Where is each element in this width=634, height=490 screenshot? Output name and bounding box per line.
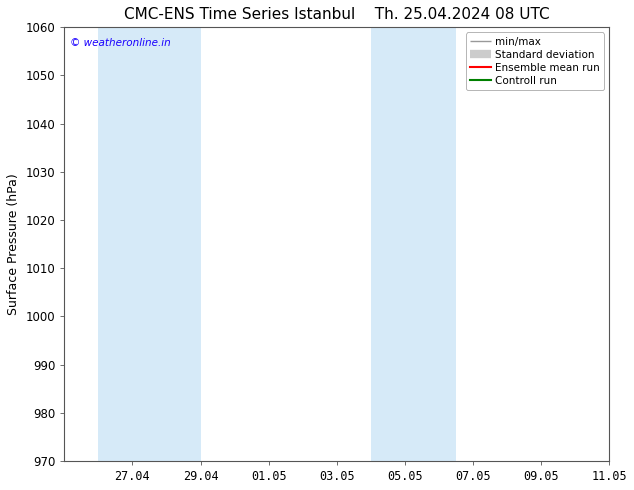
Title: CMC-ENS Time Series Istanbul    Th. 25.04.2024 08 UTC: CMC-ENS Time Series Istanbul Th. 25.04.2… xyxy=(124,7,550,22)
Y-axis label: Surface Pressure (hPa): Surface Pressure (hPa) xyxy=(7,173,20,315)
Text: © weatheronline.in: © weatheronline.in xyxy=(70,38,171,48)
Bar xyxy=(98,27,200,461)
Legend: min/max, Standard deviation, Ensemble mean run, Controll run: min/max, Standard deviation, Ensemble me… xyxy=(466,32,604,90)
Bar xyxy=(371,27,456,461)
